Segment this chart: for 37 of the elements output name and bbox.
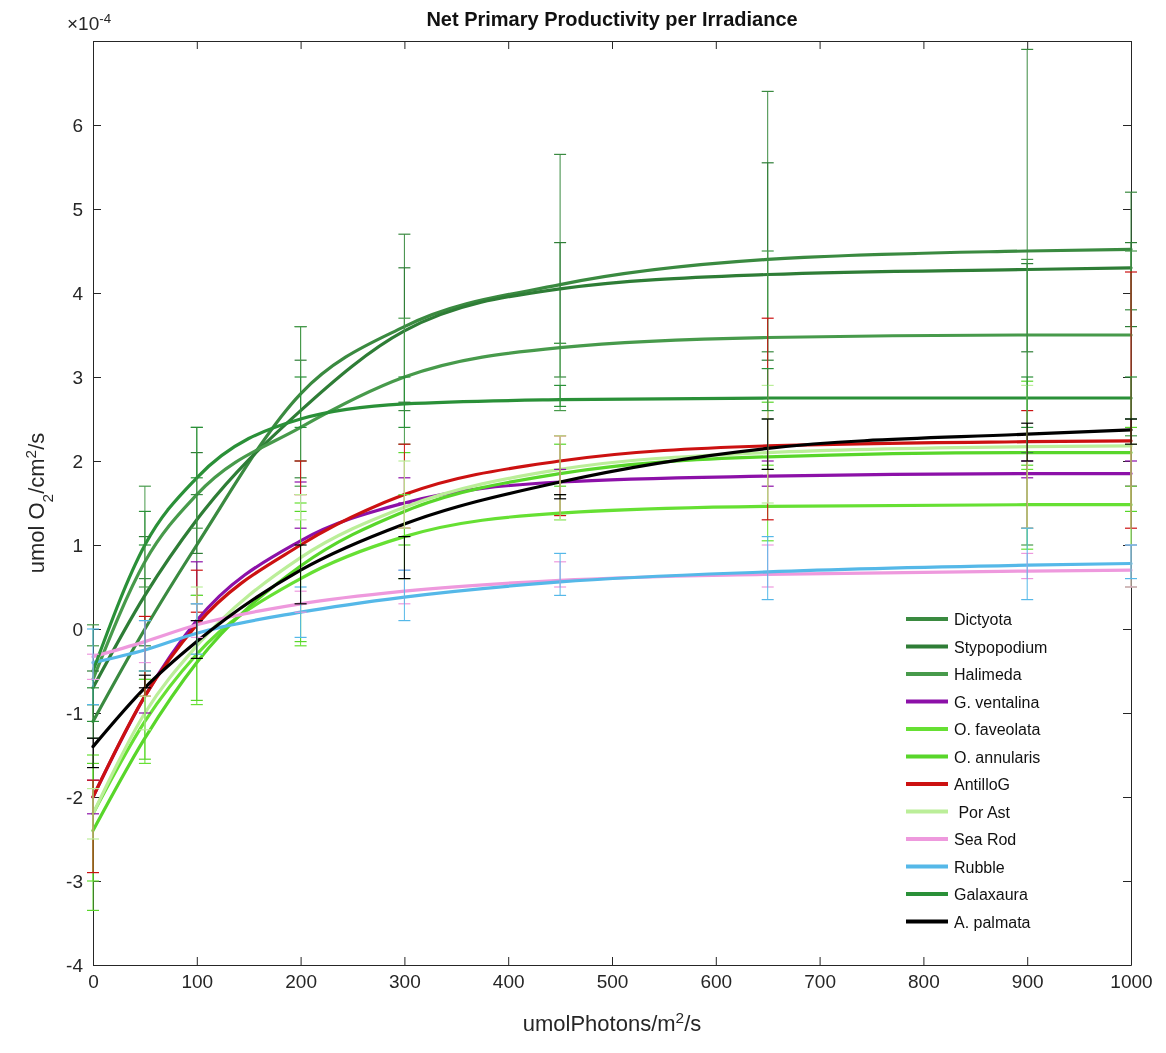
legend-label: A. palmata xyxy=(954,913,1031,931)
y-tick-label: 2 xyxy=(72,450,83,472)
text: ×10$^{-4}$ xyxy=(67,10,112,34)
legend-label: O. faveolata xyxy=(954,721,1041,738)
legend-label: Galaxaura xyxy=(954,886,1028,903)
legend-label: Halimeda xyxy=(954,666,1022,683)
y-tick-label: -3 xyxy=(66,870,83,892)
y-tick-label: 3 xyxy=(72,366,83,388)
y-tick-label: 5 xyxy=(72,198,83,220)
chart-title: Net Primary Productivity per Irradiance xyxy=(426,8,798,30)
x-tick-label: 200 xyxy=(285,971,317,993)
y-tick-label: 6 xyxy=(72,114,83,136)
x-tick-label: 0 xyxy=(88,971,99,993)
legend-label: Rubble xyxy=(954,858,1005,876)
legend-label: Stypopodium xyxy=(954,638,1048,656)
x-tick-label: 900 xyxy=(1011,971,1044,993)
x-tick-label: 300 xyxy=(389,971,421,993)
x-axis-title: umolPhotons/m$^{2}$/s xyxy=(522,1008,702,1036)
y-tick-label: -2 xyxy=(66,786,83,808)
legend-label: G. ventalina xyxy=(954,693,1040,711)
legend-label: Sea Rod xyxy=(954,831,1017,848)
y-tick-label: -4 xyxy=(66,954,84,976)
legend-label: O. annularis xyxy=(954,748,1041,766)
x-tick-label: 700 xyxy=(804,971,836,993)
y-tick-label: -1 xyxy=(66,702,83,724)
x-tick-label: 100 xyxy=(181,971,214,993)
legend-label: Por Ast xyxy=(954,803,1011,821)
y-tick-label: 4 xyxy=(72,282,84,304)
y-tick-label: 1 xyxy=(72,534,83,556)
legend-label: Dictyota xyxy=(954,611,1012,628)
y-tick-label: 0 xyxy=(72,618,83,640)
x-tick-label: 400 xyxy=(492,971,525,993)
x-tick-label: 500 xyxy=(596,971,629,993)
legend-label: AntilloG xyxy=(954,776,1011,793)
x-tick-label: 600 xyxy=(700,971,733,993)
x-tick-label: 800 xyxy=(908,971,940,993)
x-tick-label: 1000 xyxy=(1110,971,1153,993)
